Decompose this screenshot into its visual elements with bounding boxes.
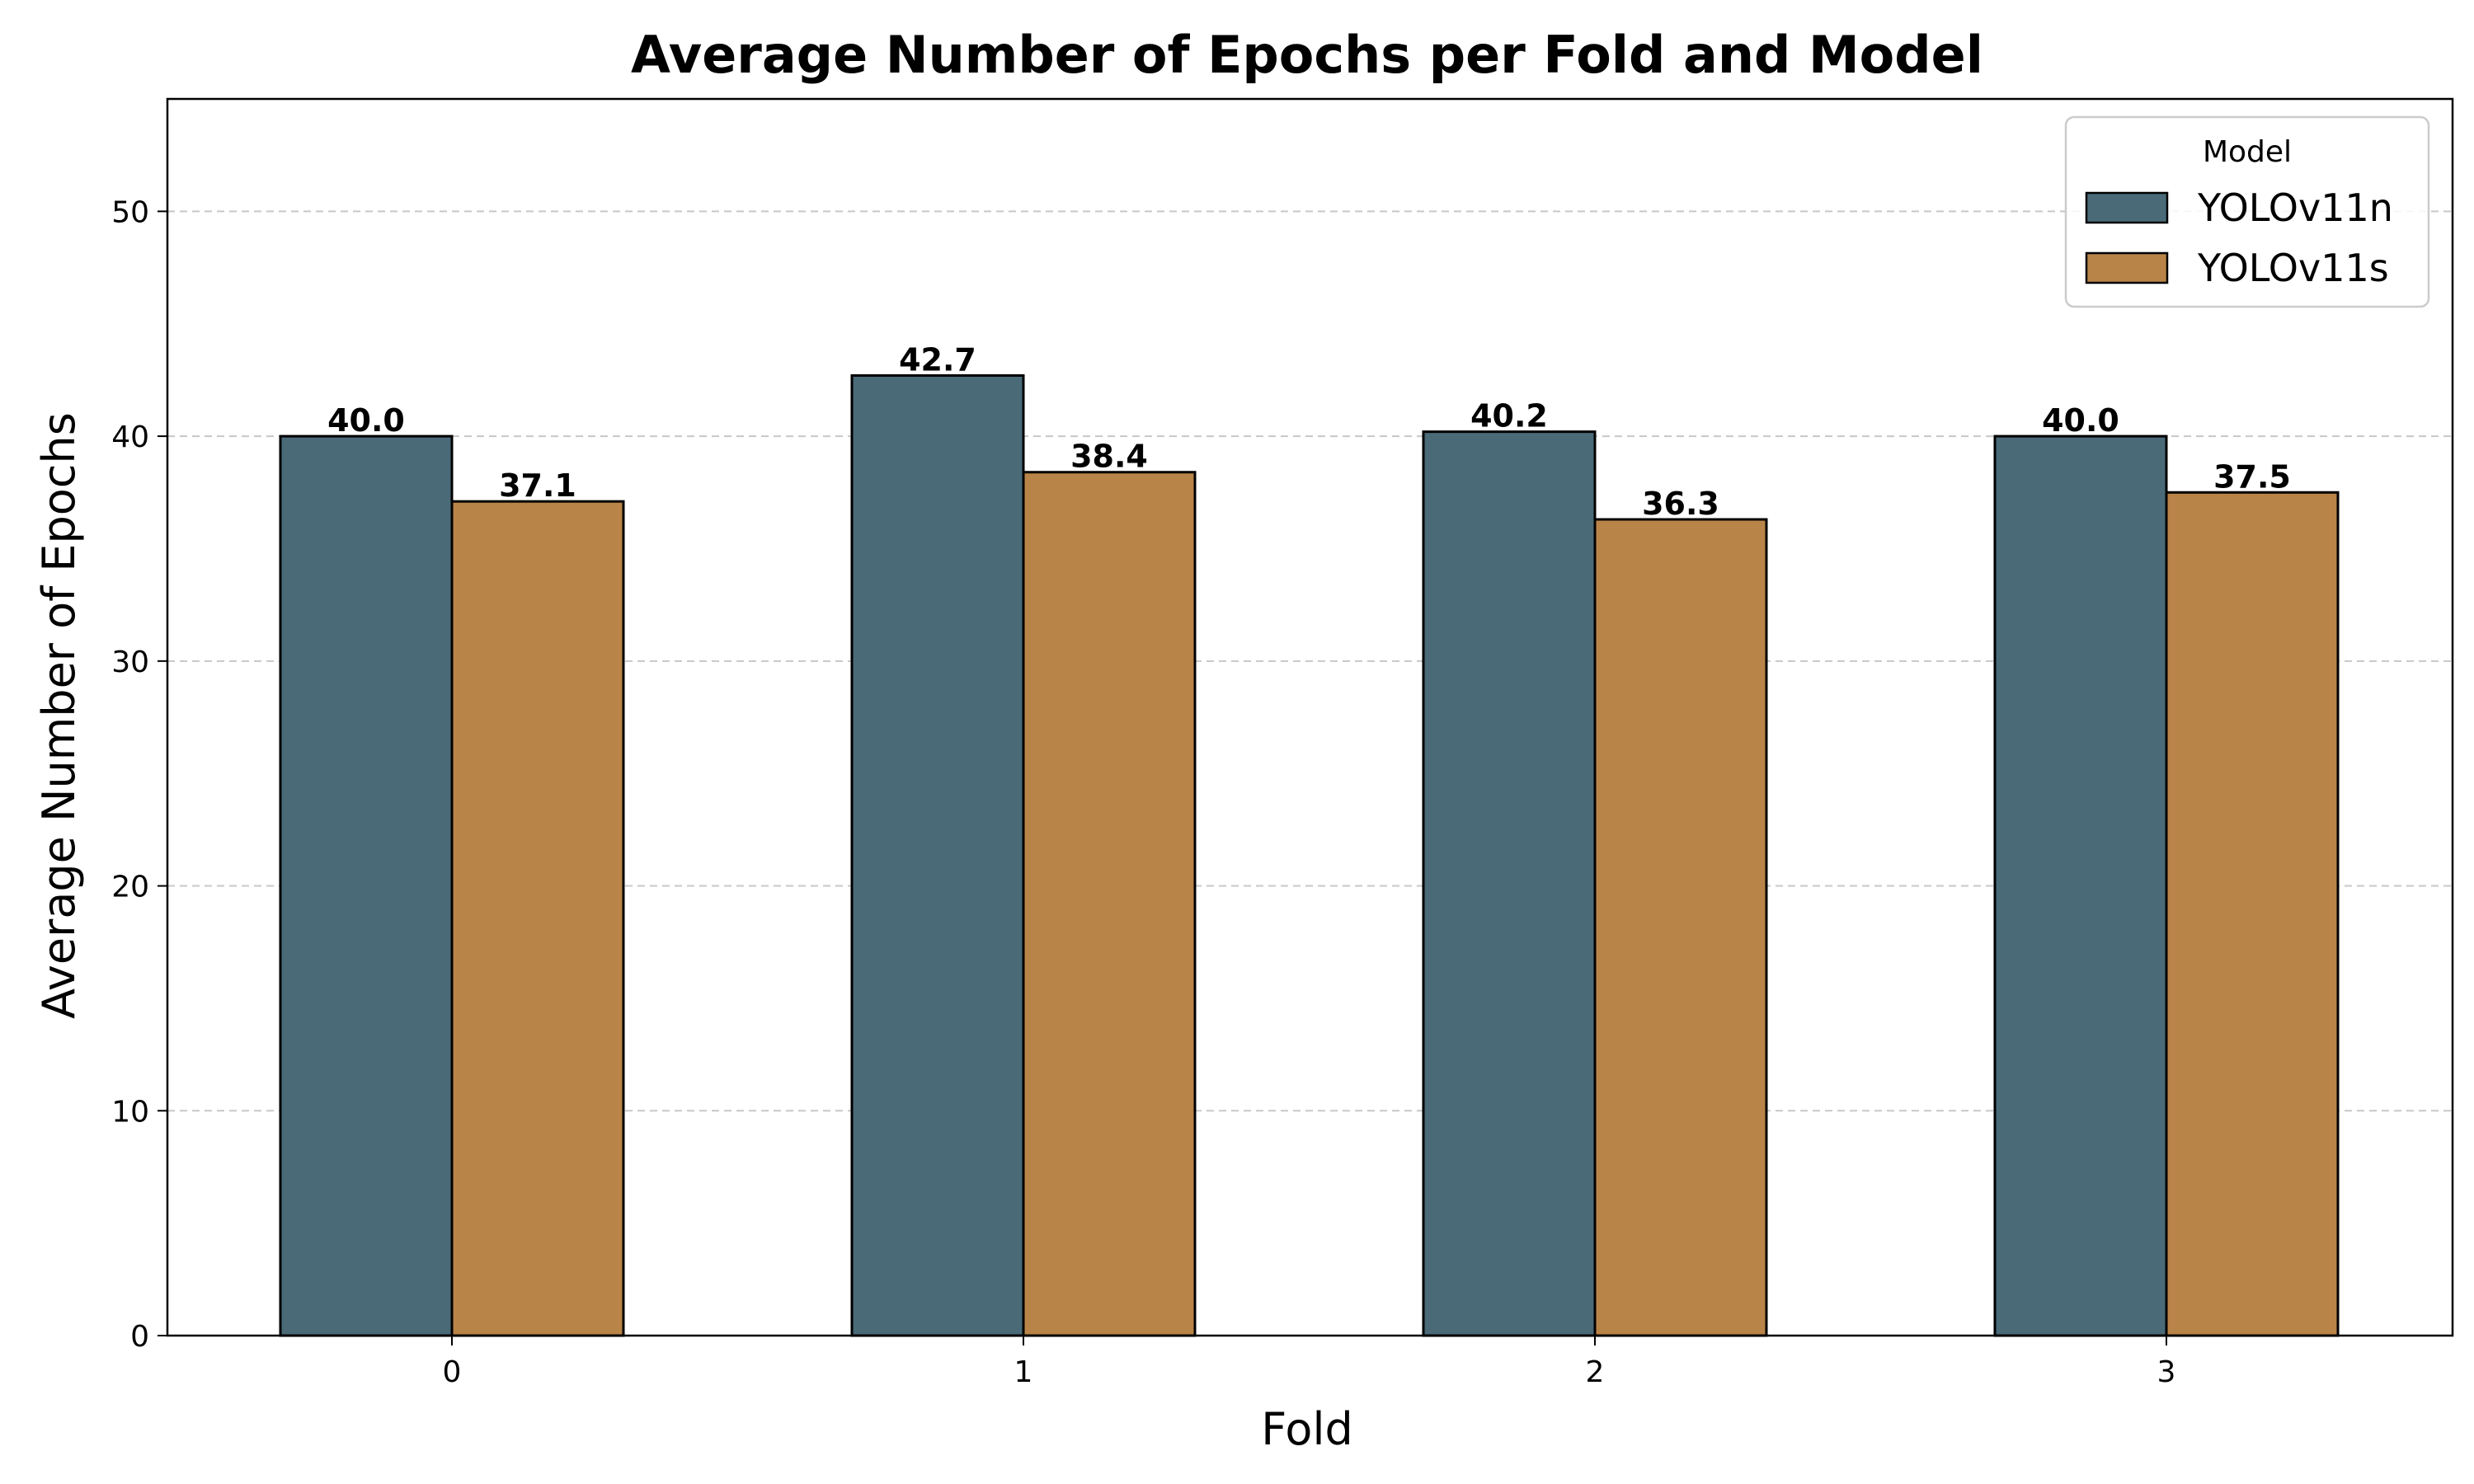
bar-yolov11s-fold-2 xyxy=(1593,518,1768,1337)
y-tick-label: 0 xyxy=(130,1320,149,1354)
x-axis-ticks: 0 1 2 3 xyxy=(443,1336,2176,1389)
x-tick-label: 3 xyxy=(2157,1355,2176,1389)
y-tick-label: 40 xyxy=(111,420,149,454)
legend-swatch-yolov11s xyxy=(2085,251,2169,284)
data-label-yolov11s-fold-3: 37.5 xyxy=(2213,458,2291,495)
plot-frame xyxy=(166,97,2454,1337)
chart-title: Average Number of Epochs per Fold and Mo… xyxy=(631,25,1983,85)
data-label-yolov11n-fold-2: 40.2 xyxy=(1470,398,1548,434)
gridlines xyxy=(167,210,2453,1112)
legend-label-yolov11n: YOLOv11n xyxy=(2197,186,2393,230)
y-axis-ticks: 0 10 20 30 40 50 xyxy=(111,195,167,1354)
y-tick-label: 10 xyxy=(111,1095,149,1129)
legend-swatch-yolov11n xyxy=(2085,191,2169,224)
data-label-yolov11n-fold-0: 40.0 xyxy=(327,402,405,439)
bars xyxy=(279,373,2340,1337)
data-labels: 40.0 37.1 42.7 38.4 40.2 36.3 40.0 37.5 xyxy=(327,341,2291,522)
bar-yolov11n-fold-3 xyxy=(1993,434,2168,1337)
data-label-yolov11s-fold-2: 36.3 xyxy=(1642,486,1719,522)
legend-title: Model xyxy=(2203,135,2292,169)
bar-yolov11s-fold-3 xyxy=(2165,491,2340,1337)
y-tick-label: 50 xyxy=(111,195,149,229)
x-tick-label: 2 xyxy=(1586,1355,1605,1389)
data-label-yolov11s-fold-0: 37.1 xyxy=(499,467,576,504)
x-tick-label: 0 xyxy=(443,1355,462,1389)
bar-yolov11n-fold-1 xyxy=(850,373,1025,1337)
legend: Model YOLOv11n YOLOv11s xyxy=(2064,115,2430,308)
bar-yolov11n-fold-0 xyxy=(279,434,454,1337)
x-tick-label: 1 xyxy=(1014,1355,1033,1389)
y-tick-label: 20 xyxy=(111,871,149,904)
bar-yolov11s-fold-1 xyxy=(1022,471,1197,1337)
data-label-yolov11s-fold-1: 38.4 xyxy=(1070,439,1148,475)
bar-yolov11n-fold-2 xyxy=(1422,430,1597,1337)
data-label-yolov11n-fold-1: 42.7 xyxy=(899,341,976,378)
legend-label-yolov11s: YOLOv11s xyxy=(2197,246,2389,290)
bar-yolov11s-fold-0 xyxy=(450,500,625,1337)
data-label-yolov11n-fold-3: 40.0 xyxy=(2042,402,2119,439)
y-tick-label: 30 xyxy=(111,646,149,679)
y-axis-label: Average Number of Epochs xyxy=(33,412,85,1019)
x-axis-label: Fold xyxy=(1261,1403,1352,1455)
